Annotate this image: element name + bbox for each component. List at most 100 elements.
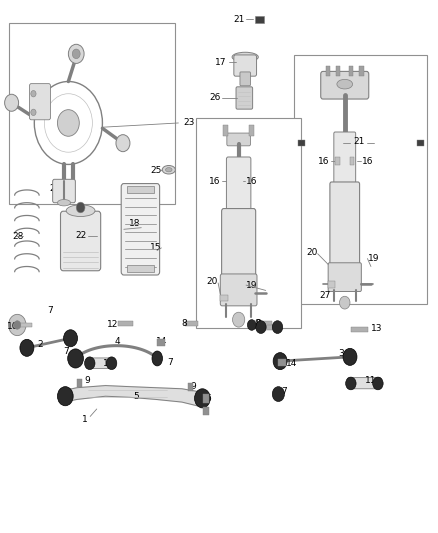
Text: 27: 27: [319, 291, 330, 300]
Text: 20: 20: [306, 248, 317, 257]
Circle shape: [343, 349, 357, 366]
Circle shape: [273, 353, 287, 369]
Text: 21: 21: [233, 15, 244, 24]
Circle shape: [76, 202, 85, 213]
Ellipse shape: [66, 205, 95, 216]
Text: 22: 22: [76, 231, 87, 240]
Text: 11: 11: [365, 376, 377, 385]
Circle shape: [5, 94, 18, 111]
FancyBboxPatch shape: [227, 133, 251, 146]
Ellipse shape: [71, 351, 81, 366]
Circle shape: [72, 49, 80, 59]
Circle shape: [64, 330, 78, 347]
FancyBboxPatch shape: [222, 208, 256, 281]
FancyBboxPatch shape: [240, 72, 251, 86]
Text: 9: 9: [84, 376, 90, 385]
Circle shape: [57, 110, 79, 136]
Bar: [258, 325, 280, 330]
FancyBboxPatch shape: [330, 182, 360, 269]
FancyBboxPatch shape: [86, 358, 115, 368]
Text: 6: 6: [206, 394, 212, 403]
Bar: [127, 265, 153, 272]
Circle shape: [247, 320, 256, 330]
Text: 8: 8: [255, 319, 261, 328]
Text: 15: 15: [150, 244, 162, 253]
FancyBboxPatch shape: [220, 274, 257, 306]
Circle shape: [31, 91, 36, 97]
Text: 4: 4: [115, 337, 120, 346]
Circle shape: [20, 340, 34, 357]
Circle shape: [373, 377, 383, 390]
Bar: [185, 321, 198, 326]
Bar: [249, 125, 254, 136]
Bar: [220, 295, 228, 301]
Circle shape: [68, 349, 83, 368]
Text: 21: 21: [353, 137, 364, 146]
Text: 17: 17: [215, 58, 227, 67]
Bar: [10, 23, 175, 204]
Bar: [294, 55, 427, 304]
Text: 16: 16: [209, 177, 220, 186]
Bar: [349, 66, 353, 76]
Circle shape: [272, 386, 285, 401]
Text: 7: 7: [167, 358, 173, 367]
Bar: [203, 394, 208, 402]
Text: 18: 18: [129, 220, 141, 229]
Text: 20: 20: [206, 277, 217, 286]
Text: 24: 24: [49, 184, 61, 193]
Text: 7: 7: [64, 347, 69, 356]
Polygon shape: [60, 385, 204, 406]
FancyBboxPatch shape: [29, 84, 50, 120]
Circle shape: [194, 389, 210, 408]
FancyBboxPatch shape: [334, 132, 356, 188]
Ellipse shape: [57, 199, 71, 206]
Circle shape: [31, 109, 36, 116]
Ellipse shape: [337, 79, 353, 89]
FancyBboxPatch shape: [121, 183, 159, 275]
Text: 16: 16: [246, 177, 258, 186]
Text: 9: 9: [190, 382, 196, 391]
FancyBboxPatch shape: [226, 157, 251, 215]
Circle shape: [106, 357, 117, 369]
Bar: [255, 15, 265, 23]
Ellipse shape: [152, 351, 162, 366]
Bar: [326, 66, 330, 76]
Text: 16: 16: [318, 157, 329, 166]
Bar: [335, 157, 339, 165]
Text: 8: 8: [254, 319, 260, 328]
Text: 28: 28: [12, 232, 24, 241]
Circle shape: [346, 377, 356, 390]
Ellipse shape: [232, 52, 258, 62]
Bar: [350, 157, 354, 165]
Text: 26: 26: [209, 93, 220, 102]
Circle shape: [116, 135, 130, 152]
Bar: [77, 378, 82, 387]
Circle shape: [233, 312, 245, 327]
Text: 13: 13: [371, 324, 383, 333]
Bar: [259, 321, 272, 326]
Text: 14: 14: [155, 337, 167, 346]
Ellipse shape: [166, 167, 172, 172]
Text: 2: 2: [37, 340, 43, 349]
Text: 10: 10: [7, 322, 19, 331]
FancyBboxPatch shape: [60, 211, 101, 271]
Bar: [336, 66, 340, 76]
Bar: [118, 321, 133, 326]
Text: 8: 8: [181, 319, 187, 328]
FancyBboxPatch shape: [321, 71, 369, 99]
Circle shape: [85, 357, 95, 369]
Bar: [328, 281, 335, 288]
Text: 23: 23: [184, 118, 195, 127]
Circle shape: [14, 321, 21, 329]
Text: 19: 19: [368, 254, 380, 263]
Circle shape: [68, 44, 84, 63]
Bar: [187, 383, 193, 391]
Circle shape: [339, 296, 350, 309]
FancyBboxPatch shape: [347, 377, 381, 389]
Text: 16: 16: [362, 157, 373, 166]
Ellipse shape: [162, 165, 175, 174]
Bar: [297, 140, 304, 147]
Text: 11: 11: [103, 359, 115, 368]
Text: 12: 12: [107, 320, 118, 329]
FancyBboxPatch shape: [234, 55, 257, 76]
